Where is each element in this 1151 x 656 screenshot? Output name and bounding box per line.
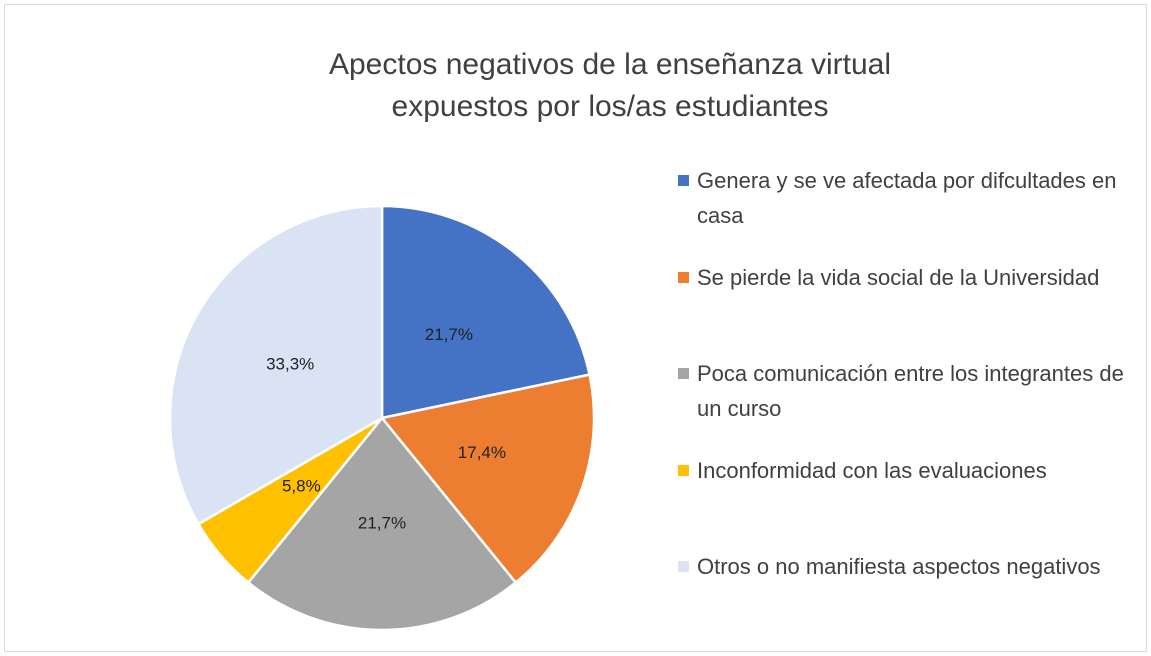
pie-slice	[380, 204, 591, 420]
data-label: 17,4%	[458, 443, 506, 462]
legend-label: Inconformidad con las evaluaciones	[697, 457, 1047, 483]
data-label: 5,8%	[282, 476, 321, 495]
legend-entry: Poca comunicación entre los integrantes …	[678, 356, 1128, 426]
legend-swatch	[678, 561, 689, 572]
legend-label: Genera y se ve afectada por difcultades …	[697, 168, 1117, 228]
legend-label: Otros o no manifiesta aspectos negativos	[697, 554, 1101, 579]
legend-entry: Genera y se ve afectada por difcultades …	[678, 163, 1128, 233]
legend-label: Poca comunicación entre los integrantes …	[697, 361, 1124, 421]
legend-swatch	[678, 175, 689, 186]
pie-slice	[168, 204, 384, 526]
legend-entry: Inconformidad con las evaluaciones	[678, 453, 1128, 488]
legend-swatch	[678, 464, 689, 476]
pie-slice	[379, 373, 596, 585]
pie-slice	[246, 416, 518, 632]
chart-title: Apectos negativos de la enseñanza virtua…	[328, 48, 892, 123]
chart-frame	[4, 4, 1147, 652]
legend-swatch	[678, 271, 689, 283]
legend-swatch	[678, 368, 689, 379]
legend-label: Se pierde la vida social de la Universid…	[697, 264, 1100, 290]
data-label: 21,7%	[425, 325, 473, 344]
legend-entry: Otros o no manifiesta aspectos negativos	[678, 549, 1128, 584]
data-label: 21,7%	[358, 513, 406, 532]
data-label: 33,3%	[266, 354, 314, 373]
legend-entry: Se pierde la vida social de la Universid…	[678, 260, 1128, 295]
